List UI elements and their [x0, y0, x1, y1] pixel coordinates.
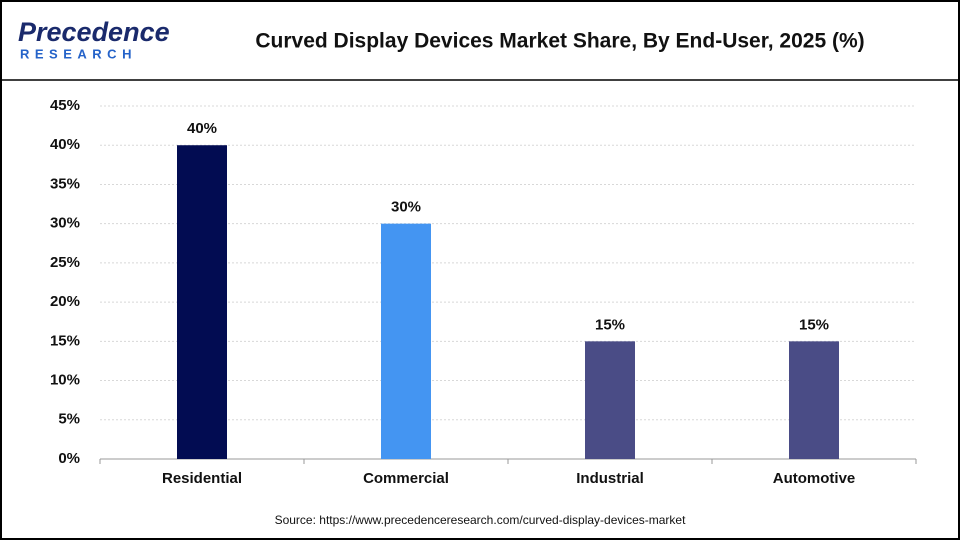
- chart-title: Curved Display Devices Market Share, By …: [255, 30, 864, 53]
- bar: [177, 145, 227, 459]
- y-tick-label: 35%: [50, 175, 80, 192]
- data-label: 30%: [391, 199, 421, 216]
- y-tick-label: 5%: [58, 411, 80, 428]
- x-tick-label: Commercial: [363, 470, 449, 487]
- source: Source: https://www.precedenceresearch.c…: [275, 513, 687, 527]
- x-tick-label: Industrial: [576, 470, 644, 487]
- x-tick-label: Automotive: [773, 470, 856, 487]
- y-tick-label: 30%: [50, 215, 80, 232]
- bar: [381, 223, 431, 459]
- data-label: 15%: [799, 316, 829, 333]
- x-tick-label: Residential: [162, 470, 242, 487]
- bar: [585, 341, 635, 459]
- data-label: 40%: [187, 120, 217, 137]
- y-tick-label: 15%: [50, 332, 80, 349]
- y-tick-label: 45%: [50, 97, 80, 114]
- data-label: 15%: [595, 316, 625, 333]
- logo-sub: RESEARCH: [20, 46, 137, 61]
- y-tick-label: 10%: [50, 372, 80, 389]
- y-tick-label: 25%: [50, 254, 80, 271]
- bar: [789, 341, 839, 459]
- y-tick-label: 20%: [50, 293, 80, 310]
- y-tick-label: 40%: [50, 136, 80, 153]
- y-tick-label: 0%: [58, 450, 80, 467]
- logo-name: Precedence: [18, 17, 170, 47]
